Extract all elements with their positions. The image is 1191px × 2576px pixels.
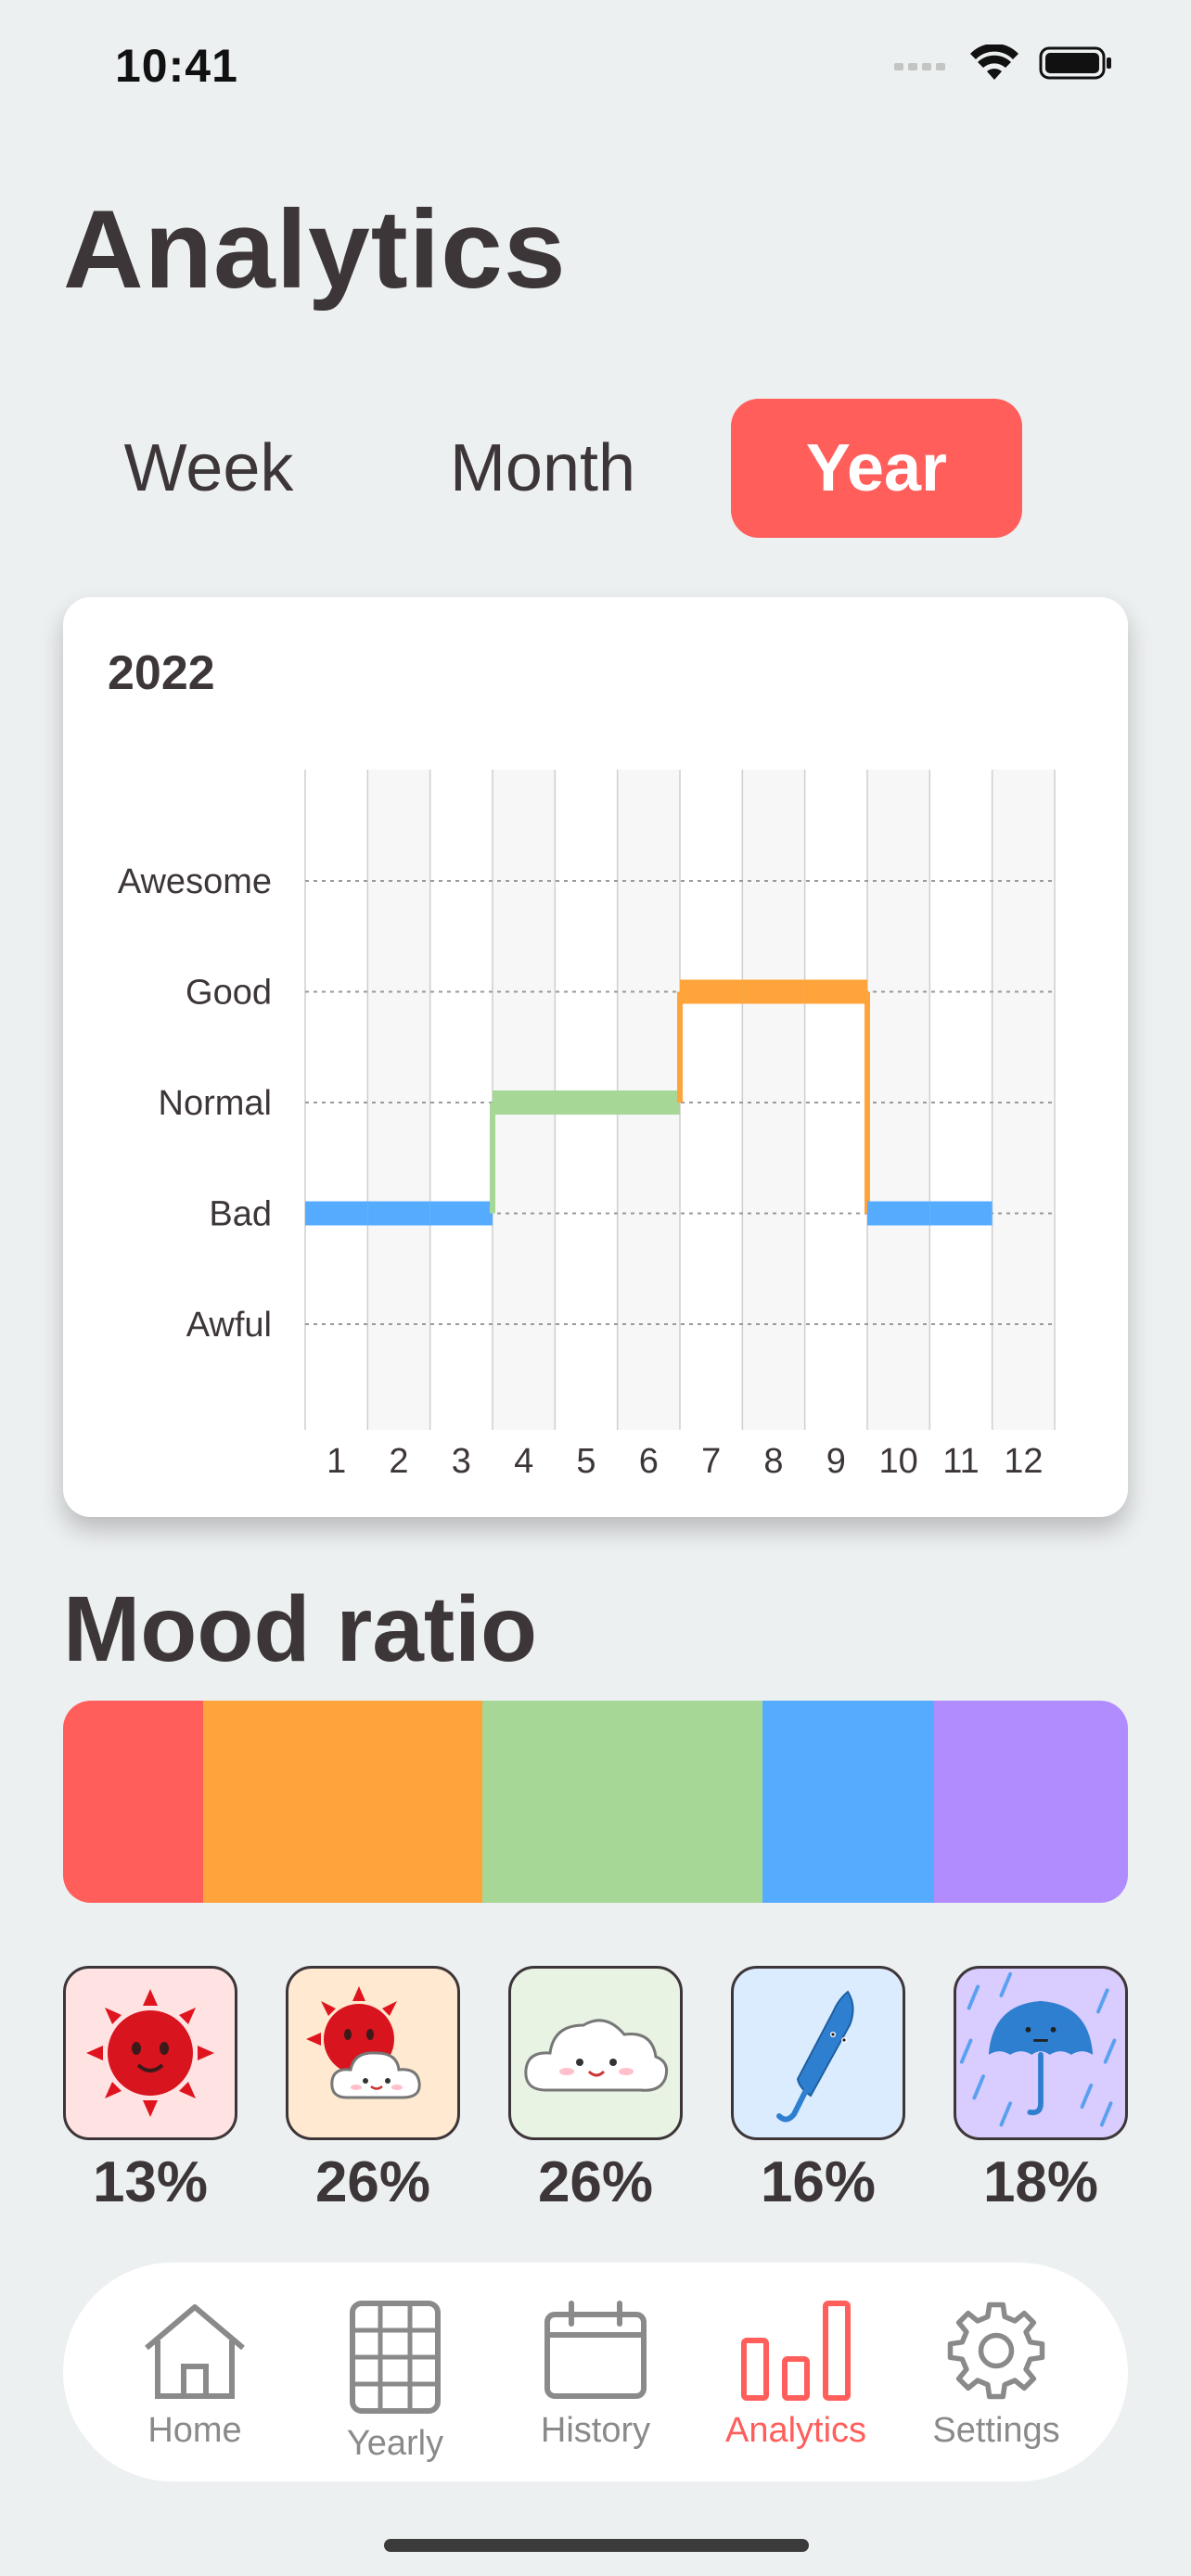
x-tick-label: 8 <box>763 1442 783 1481</box>
grid-column <box>680 770 743 1430</box>
mood-awesome: 13% <box>63 1966 237 2215</box>
mood-ratio-bar <box>63 1701 1128 1903</box>
cloud-icon <box>524 2019 669 2092</box>
bar-chart-icon <box>741 2301 851 2401</box>
grid-column <box>429 770 493 1430</box>
mood-ratio-title: Mood ratio <box>63 1577 538 1681</box>
grid-column <box>929 770 992 1430</box>
grid-icon <box>350 2301 441 2414</box>
mood-normal: 26% <box>508 1966 683 2215</box>
x-tick-label: 7 <box>701 1442 721 1481</box>
x-tick-label: 1 <box>327 1442 346 1481</box>
nav-item-history[interactable]: History <box>503 2300 688 2451</box>
nav-label-analytics: Analytics <box>724 2411 867 2450</box>
gear-icon <box>947 2302 1045 2400</box>
home-indicator <box>384 2539 809 2552</box>
calendar-icon <box>544 2301 647 2399</box>
nav-item-settings[interactable]: Settings <box>903 2300 1089 2451</box>
y-tick-label: Bad <box>209 1195 272 1234</box>
mood-percent-bad: 16% <box>760 2150 877 2214</box>
mood-percent-good: 26% <box>314 2150 431 2214</box>
mood-tile-awesome <box>63 1966 237 2140</box>
tab-week[interactable]: Week <box>123 431 294 505</box>
ratio-segment-normal <box>482 1701 762 1903</box>
bottom-nav: Home Yearly History Analytics <box>63 2263 1128 2481</box>
sun-cloud-icon <box>306 1986 421 2099</box>
grid-column <box>867 770 930 1430</box>
page-title: Analytics <box>63 187 567 312</box>
rain-umbrella-icon <box>959 1971 1117 2127</box>
y-tick-label: Good <box>186 974 272 1013</box>
x-tick-label: 3 <box>452 1442 471 1481</box>
closed-umbrella-icon <box>776 1990 854 2123</box>
x-tick-label: 4 <box>514 1442 533 1481</box>
mood-chart-card: 2022 Awful Bad Normal Good Awesome 1 2 3 4 5 6 7 8 9 1… <box>63 597 1128 1517</box>
x-tick-label: 11 <box>942 1442 979 1481</box>
status-time: 10:41 <box>115 40 238 92</box>
x-tick-label: 2 <box>389 1442 408 1481</box>
ratio-segment-bad <box>762 1701 935 1903</box>
sun-icon <box>86 1989 214 2117</box>
mood-percent-awful: 18% <box>982 2150 1099 2214</box>
grid-column <box>305 770 368 1430</box>
cellular-signal-icon <box>894 63 945 70</box>
nav-item-analytics[interactable]: Analytics <box>703 2300 889 2451</box>
x-tick-label: 6 <box>639 1442 659 1481</box>
nav-label-home: Home <box>147 2411 242 2450</box>
y-tick-label: Normal <box>159 1084 272 1123</box>
mood-percent-normal: 26% <box>537 2150 654 2214</box>
nav-item-home[interactable]: Home <box>102 2300 288 2451</box>
grid-column <box>742 770 805 1430</box>
mood-good: 26% <box>286 1966 460 2215</box>
mood-tile-good <box>286 1966 460 2140</box>
ratio-segment-awesome <box>63 1701 203 1903</box>
mood-tile-normal <box>508 1966 683 2140</box>
nav-item-yearly[interactable]: Yearly <box>302 2300 488 2464</box>
grid-column <box>804 770 867 1430</box>
mood-tile-bad <box>731 1966 905 2140</box>
nav-label-settings: Settings <box>932 2411 1060 2450</box>
nav-label-history: History <box>540 2411 651 2450</box>
y-tick-label: Awful <box>186 1306 272 1345</box>
ratio-segment-good <box>202 1701 483 1903</box>
x-tick-label: 5 <box>576 1442 596 1481</box>
grid-column <box>992 770 1055 1430</box>
grid-column <box>367 770 430 1430</box>
x-tick-label: 9 <box>826 1442 846 1481</box>
battery-icon <box>1039 46 1111 80</box>
home-icon <box>145 2304 245 2399</box>
y-tick-label: Awesome <box>118 862 272 901</box>
wifi-icon <box>970 45 1018 80</box>
mood-tile-awful <box>954 1966 1128 2140</box>
tab-year[interactable]: Year <box>731 399 1022 538</box>
mood-bad: 16% <box>731 1966 905 2215</box>
chart-title: 2022 <box>108 646 215 700</box>
status-icons <box>894 45 1113 82</box>
mood-awful: 18% <box>954 1966 1128 2215</box>
x-tick-label: 12 <box>1004 1442 1043 1481</box>
tab-month[interactable]: Month <box>449 431 636 505</box>
nav-label-yearly: Yearly <box>346 2424 444 2463</box>
ratio-segment-awful <box>934 1701 1128 1903</box>
x-tick-label: 10 <box>879 1442 918 1481</box>
mood-percent-awesome: 13% <box>92 2150 209 2214</box>
